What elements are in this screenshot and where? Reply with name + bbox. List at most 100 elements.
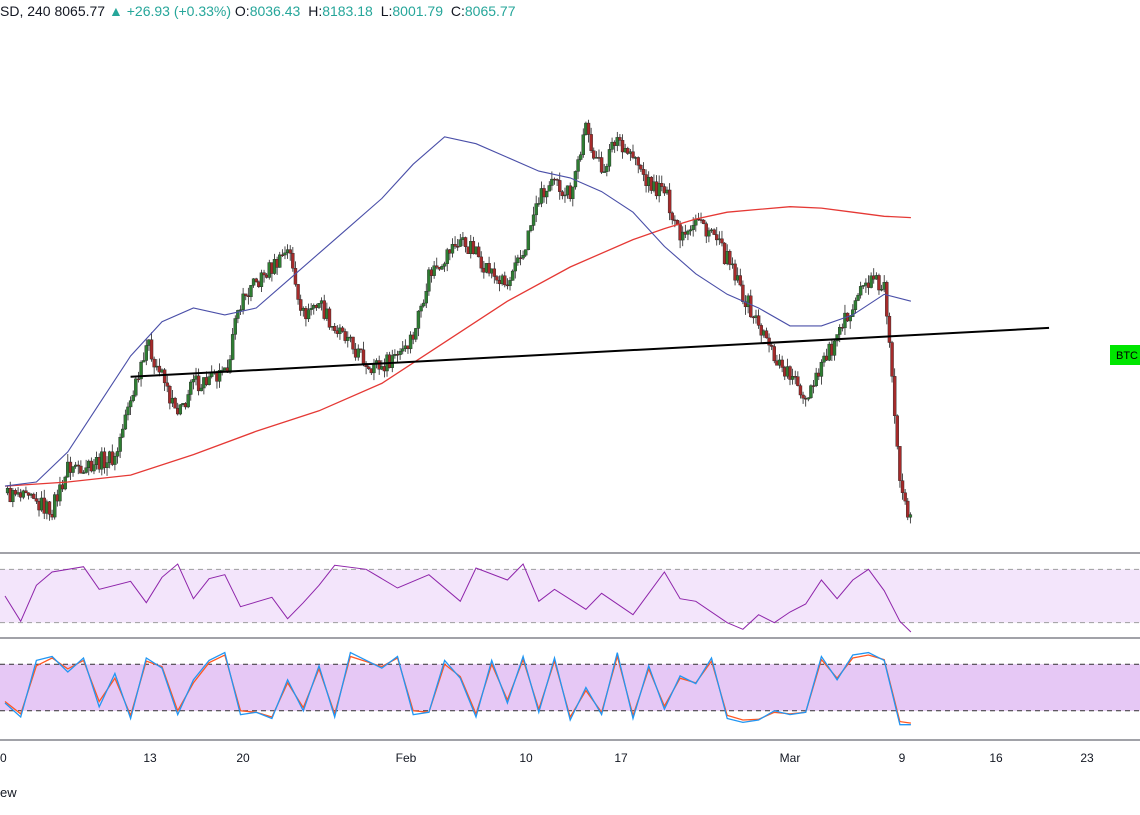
candle [455,238,460,251]
candle [578,151,583,162]
candle [278,251,282,268]
trendline-group[interactable] [130,326,1050,378]
time-axis-tick-label: 9 [899,751,906,765]
pane-separators [0,552,1140,741]
candle [84,459,88,474]
candle [641,162,646,182]
candle [688,225,693,236]
candle [885,280,889,325]
candle [377,355,381,375]
candle [131,390,135,403]
candle [508,276,512,291]
candle [903,489,907,505]
candle [207,372,211,386]
candle [463,236,468,253]
candle [249,285,253,302]
candle [790,368,795,385]
candle [128,396,133,415]
candle [92,459,96,475]
time-axis-tick-label: 20 [236,751,250,765]
candle [421,299,426,308]
candle [458,233,462,247]
candle [121,424,125,439]
candle [233,315,237,340]
candle [892,368,897,424]
candle [806,397,811,402]
candle [442,261,447,272]
high-value: 8183.18 [322,3,373,19]
candle [351,336,355,355]
candle [306,303,311,323]
candles [5,119,913,524]
candle [563,187,567,203]
low-value: 8001.79 [392,3,443,19]
candle [63,475,67,491]
candle [772,344,776,364]
candle [728,249,732,271]
candle [620,134,625,159]
candle [254,277,258,283]
candle [178,404,183,416]
candle [879,284,884,292]
candle [346,331,350,348]
candle [359,348,363,353]
candle [79,460,83,474]
candle [811,380,816,394]
candle [487,256,491,277]
candle [769,342,774,351]
rsi-line [4,563,912,633]
low-label: L: [380,3,393,19]
candle [524,249,528,258]
candle [238,305,243,316]
candle [832,339,837,361]
candle [453,236,457,249]
candle [660,175,664,192]
time-axis-tick-label: 23 [1080,751,1094,765]
candle [408,331,413,354]
candle [296,283,300,305]
candle [701,219,706,225]
candle [244,293,248,301]
close-label: C: [450,3,465,19]
candle [890,340,894,383]
candle [298,294,303,316]
time-axis: 0 13 20 Feb 10 17 Mar 9 16 23 [0,751,1094,765]
candle [217,363,222,388]
candle [424,283,428,309]
neckline-trendline[interactable] [130,326,1050,378]
candle [47,501,52,521]
candle [280,249,285,257]
candle [856,292,860,302]
candle [780,355,784,373]
candle [432,260,436,279]
candle [636,156,640,174]
candle [560,190,565,200]
candle [819,359,824,385]
rsi-band [0,568,1140,624]
candle [419,303,423,318]
candle [21,489,26,500]
candle [550,171,554,191]
candle [908,512,913,524]
candle [555,178,559,186]
candle [416,310,421,337]
candle [503,271,507,288]
candle [495,275,499,284]
candle [414,327,418,343]
candle [707,227,711,243]
candle [149,332,154,362]
candle [531,206,536,231]
candle [11,487,15,508]
candle [526,230,531,251]
candle [720,230,724,247]
candle [848,315,852,329]
candle [479,251,483,273]
candle [139,360,143,387]
candle [53,491,57,520]
candle [681,226,685,247]
candle [670,211,674,225]
brand-footer: ew [0,785,17,800]
candle [126,402,130,421]
price-change: +26.93 (+0.33%) [126,3,232,19]
